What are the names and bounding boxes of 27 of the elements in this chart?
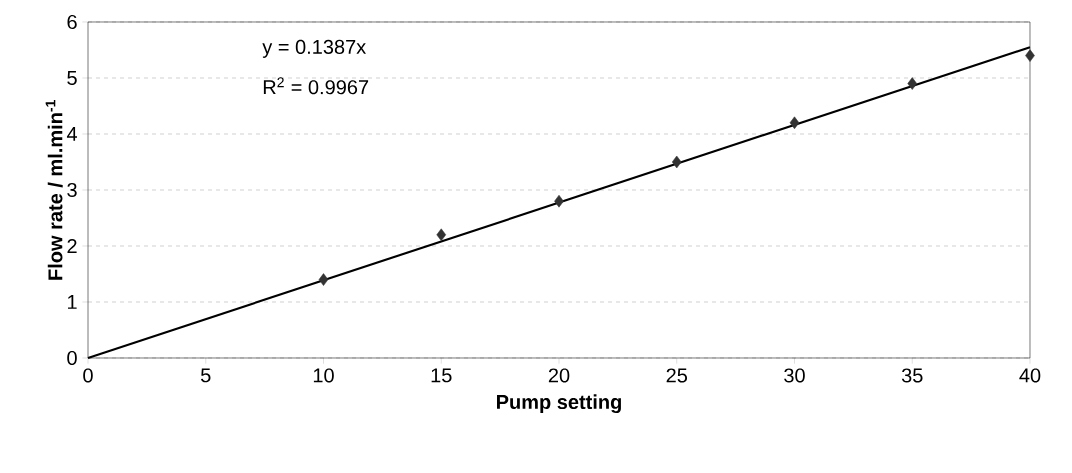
x-axis-title: Pump setting <box>497 394 621 414</box>
x-tick-label: 0 <box>83 368 93 383</box>
y-tick-label: 0 <box>67 350 77 366</box>
point <box>1025 49 1035 62</box>
point <box>789 116 800 130</box>
annotation: R$^{2}$ = 0.9967 <box>263 77 369 95</box>
point <box>671 155 682 169</box>
x-tick-label: 25 <box>666 368 688 383</box>
y-tick-label: 1 <box>68 295 77 309</box>
x-tick-label: 10 <box>313 368 334 383</box>
x-tick-label: 5 <box>200 368 211 383</box>
x-tick-label: 40 <box>1019 368 1041 383</box>
y-tick-label: 6 <box>67 14 77 30</box>
x-tick-label: 15 <box>431 368 452 383</box>
point <box>907 77 918 90</box>
x-tick-label: 35 <box>901 368 923 383</box>
y-tick-label: 3 <box>67 182 77 198</box>
y-tick-label: 5 <box>67 71 77 85</box>
point <box>436 228 447 242</box>
x-tick-label: 20 <box>548 368 570 383</box>
annotation: y = 0.1387x <box>262 39 366 58</box>
y-tick-label: 2 <box>67 239 77 253</box>
point <box>554 194 564 208</box>
point <box>318 273 329 286</box>
y-axis-title: Flow rate / ml.min$^{-1}$ <box>45 100 63 280</box>
y-tick-label: 4 <box>66 127 78 141</box>
x-tick-label: 30 <box>784 368 805 383</box>
